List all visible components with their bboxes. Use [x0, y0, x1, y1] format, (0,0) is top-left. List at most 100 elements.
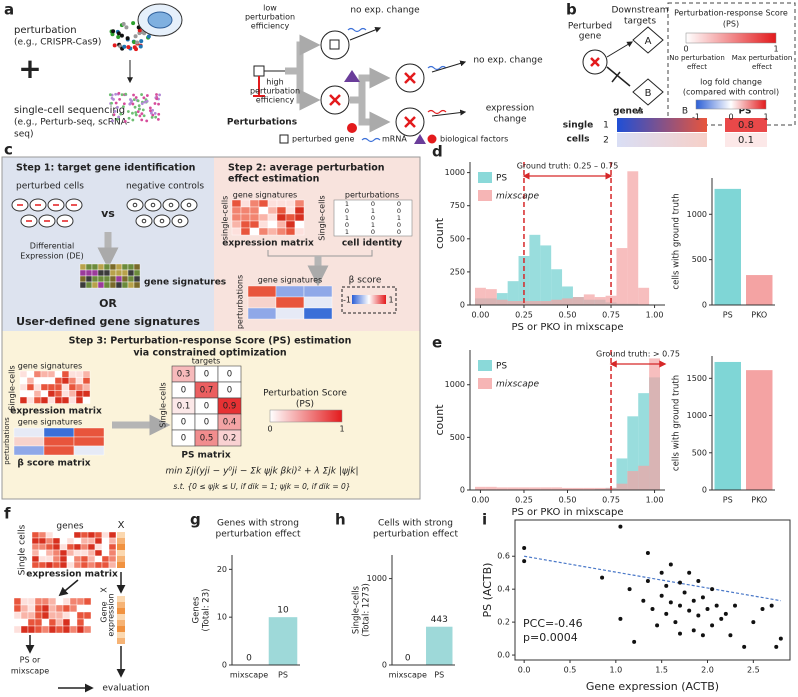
heatmap-cell	[87, 537, 96, 545]
umap-dot	[110, 96, 114, 100]
heatmap-cell	[45, 561, 54, 569]
mrna-icon	[427, 109, 447, 115]
label: via constrained optimization	[133, 348, 286, 359]
heatmap-cell	[79, 275, 87, 283]
heatmap-cell	[303, 285, 333, 298]
umap-dot	[133, 105, 137, 109]
heatmap-cell	[79, 281, 87, 289]
x-axis-label: PS or PKO in mixscape	[511, 322, 623, 333]
heatmap-cell	[73, 561, 82, 569]
ps-value: 0.2	[223, 434, 237, 444]
perturbation-mark	[404, 116, 416, 128]
table-cell: 1	[371, 207, 375, 215]
label: vs	[101, 207, 115, 220]
heatmap-cell	[69, 625, 78, 634]
heatmap-cell	[31, 555, 40, 563]
panel-label: d	[432, 143, 443, 161]
label: (PS)	[296, 400, 314, 410]
heatmap-cell	[285, 206, 296, 215]
heatmap-cell	[276, 199, 287, 208]
heatmap-cell	[97, 275, 105, 283]
heatmap-cell	[121, 263, 129, 271]
histogram-bar	[583, 294, 595, 305]
heatmap-cell	[19, 390, 28, 398]
label: Differential	[30, 242, 74, 251]
heatmap-cell	[47, 396, 56, 404]
umap-dot	[118, 97, 122, 101]
umap-dot	[151, 108, 154, 112]
perturbation-mark	[590, 57, 600, 67]
umap-dot	[141, 108, 145, 112]
heatmap-cell	[69, 618, 78, 627]
flow-arrow	[296, 71, 321, 111]
heatmap-cell	[31, 537, 40, 545]
label: gene	[579, 32, 602, 42]
ps-value: 0	[181, 386, 186, 396]
point	[723, 611, 728, 616]
label: (e.g., CRISPR-Cas9)	[14, 38, 101, 48]
heatmap-cell	[75, 396, 84, 404]
y-tick-label: 0	[460, 486, 465, 495]
x-tick-label: mixscape	[230, 671, 268, 680]
umap-dot	[153, 102, 157, 105]
heatmap-cell	[27, 597, 36, 606]
umap-dot	[122, 102, 126, 106]
ps-value: 0.1	[738, 135, 754, 146]
label: perturbed cells	[16, 182, 84, 192]
table-cell: 0	[345, 207, 349, 215]
heatmap-cell	[109, 269, 117, 277]
heatmap-cell	[285, 213, 296, 222]
legend-icon	[279, 134, 289, 144]
point	[691, 628, 696, 633]
y-axis-label: PS (ACTB)	[481, 563, 494, 618]
heatmap-cell	[40, 377, 49, 385]
label: mixscape	[11, 667, 49, 676]
heatmap-cell	[40, 396, 49, 404]
x-tick-label: 0.00	[472, 496, 490, 505]
heatmap-cell	[66, 561, 75, 569]
umap-dot	[137, 104, 141, 108]
label: β score	[349, 276, 382, 286]
heatmap-cell	[285, 227, 296, 236]
vector-cell	[117, 538, 125, 544]
bar	[746, 370, 773, 490]
heatmap-cell	[240, 199, 251, 208]
y-tick-label: 1500	[687, 374, 707, 383]
connector	[611, 71, 621, 83]
histogram-bar	[649, 358, 660, 490]
data-label: 443	[431, 615, 448, 625]
heatmap-cell	[68, 370, 77, 378]
chart-title: Cells with strong	[378, 519, 453, 529]
heatmap-cell	[52, 555, 61, 563]
ps-value: 0.8	[738, 120, 754, 131]
panel-label: a	[4, 1, 14, 19]
heatmap-cell	[127, 281, 135, 289]
label: single-cell sequencing	[14, 105, 125, 116]
label: gene signatures	[258, 276, 322, 285]
legend-label: mixscape	[496, 380, 539, 390]
heatmap-cell	[45, 555, 54, 563]
biological-factor	[347, 123, 357, 133]
vector-cell	[117, 626, 125, 632]
cell-dot	[125, 36, 130, 41]
table-cell: 0	[397, 228, 401, 236]
vector-cell	[117, 556, 125, 562]
heatmap-cell	[62, 604, 71, 613]
heatmap-cell	[31, 543, 40, 551]
label: gene signatures	[18, 418, 82, 427]
label: A	[645, 36, 652, 47]
heatmap-cell	[54, 370, 63, 378]
histogram-bar	[572, 297, 584, 305]
label: (e.g., Perturb-seq, scRNA-	[14, 118, 130, 128]
bar	[714, 361, 741, 490]
label: Max perturbation	[732, 54, 793, 62]
heatmap-cell	[41, 604, 50, 613]
heatmap-cell	[101, 537, 110, 545]
heatmap-cell	[76, 611, 85, 620]
heatmap-cell	[55, 625, 64, 634]
umap-dot	[140, 112, 144, 116]
colorbar-tick: 0	[728, 113, 733, 122]
heatmap-cell	[303, 296, 333, 309]
heatmap-cell	[79, 263, 87, 271]
heatmap-cell	[294, 220, 305, 229]
